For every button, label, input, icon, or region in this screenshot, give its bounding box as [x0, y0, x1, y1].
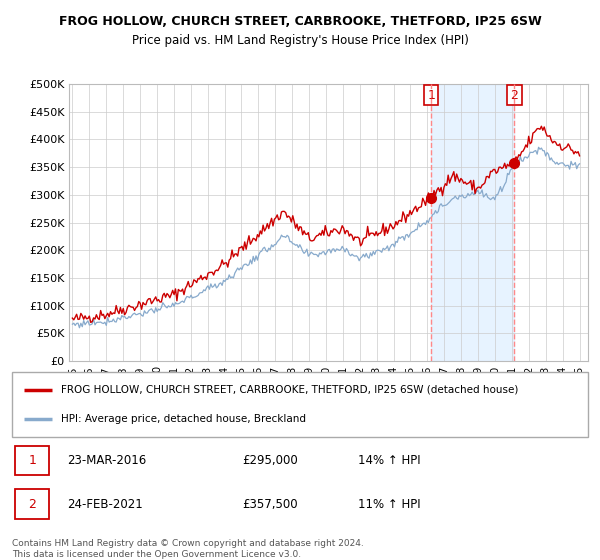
Text: 2: 2 — [511, 88, 518, 101]
Text: HPI: Average price, detached house, Breckland: HPI: Average price, detached house, Brec… — [61, 414, 306, 424]
Bar — [431, 84, 514, 361]
Text: FROG HOLLOW, CHURCH STREET, CARBROOKE, THETFORD, IP25 6SW (detached house): FROG HOLLOW, CHURCH STREET, CARBROOKE, T… — [61, 385, 518, 395]
Text: 23-MAR-2016: 23-MAR-2016 — [67, 454, 146, 467]
Bar — [15, 446, 49, 475]
Text: FROG HOLLOW, CHURCH STREET, CARBROOKE, THETFORD, IP25 6SW: FROG HOLLOW, CHURCH STREET, CARBROOKE, T… — [59, 15, 541, 28]
Text: 11% ↑ HPI: 11% ↑ HPI — [358, 498, 420, 511]
Text: 1: 1 — [28, 454, 36, 467]
Text: 2: 2 — [28, 498, 36, 511]
Text: 24-FEB-2021: 24-FEB-2021 — [67, 498, 142, 511]
Text: 14% ↑ HPI: 14% ↑ HPI — [358, 454, 420, 467]
Text: £357,500: £357,500 — [242, 498, 298, 511]
Text: Contains HM Land Registry data © Crown copyright and database right 2024.
This d: Contains HM Land Registry data © Crown c… — [12, 539, 364, 559]
Text: Price paid vs. HM Land Registry's House Price Index (HPI): Price paid vs. HM Land Registry's House … — [131, 34, 469, 46]
Text: 1: 1 — [427, 88, 435, 101]
Text: £295,000: £295,000 — [242, 454, 298, 467]
Bar — [15, 489, 49, 519]
